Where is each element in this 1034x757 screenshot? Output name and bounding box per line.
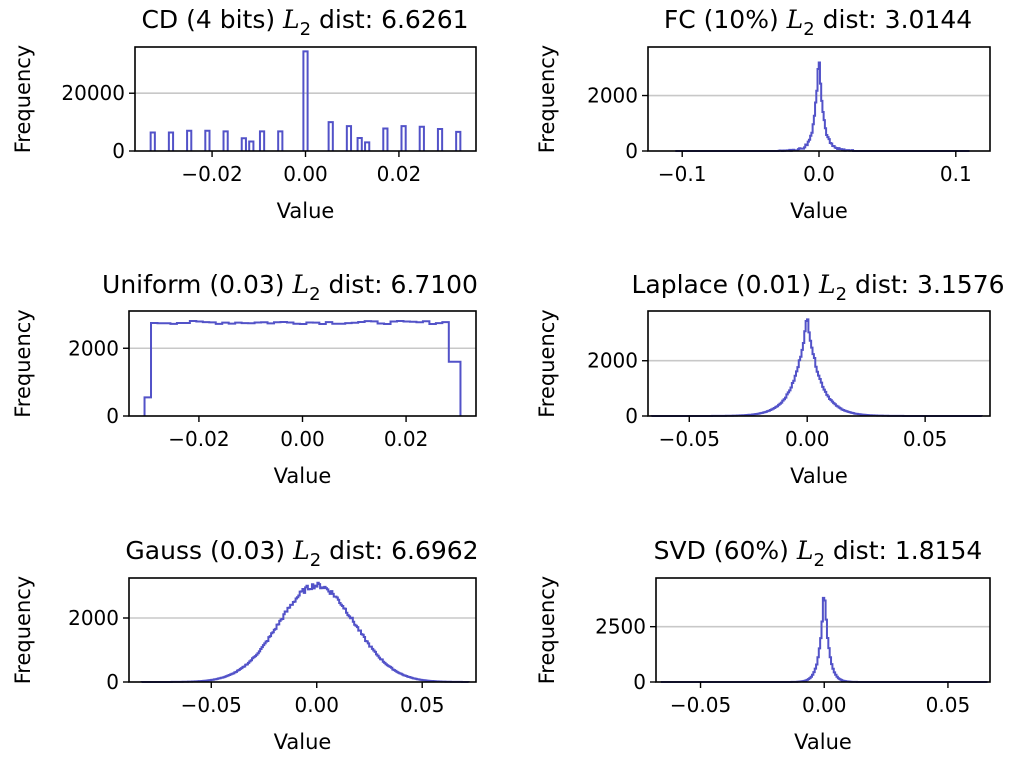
title-math-symbol: L	[796, 536, 814, 565]
title-subscript: 2	[836, 284, 847, 305]
title-subscript: 2	[803, 19, 814, 40]
title-label: Laplace (0.01)	[631, 270, 819, 299]
y-tick-label: 20000	[61, 81, 125, 105]
x-tick-label: −0.02	[181, 162, 242, 186]
title-distance: dist: 6.7100	[321, 270, 478, 299]
title-subscript: 2	[300, 19, 311, 40]
histogram-series	[143, 320, 462, 416]
x-axis-label: Value	[274, 730, 332, 753]
x-axis-label: Value	[274, 464, 332, 488]
x-tick-label: 0.0	[803, 162, 835, 186]
subplot-4: −0.05 0.00 0.05 0 2000 Value Frequency Laplace …	[535, 270, 1005, 488]
title-distance: dist: 6.6261	[311, 5, 468, 34]
x-tick-label: −0.02	[168, 427, 229, 451]
x-tick-label: −0.1	[658, 162, 707, 186]
y-axis-label: Frequency	[11, 309, 35, 418]
x-tick-label: 0.05	[400, 693, 445, 717]
axes-frame	[647, 310, 991, 417]
axes-frame	[128, 310, 477, 417]
subplot-3: −0.02 0.00 0.02 0 2000 Value Frequency Uniform …	[11, 270, 478, 488]
x-tick-label: −0.05	[670, 693, 731, 717]
y-tick-label: 2500	[595, 615, 646, 639]
x-tick-label: 0.00	[280, 427, 325, 451]
subplot-title: FC (10%) L2 dist: 3.0144	[664, 5, 972, 40]
title-math-symbol: L	[292, 536, 310, 565]
histogram-series	[650, 318, 982, 417]
y-tick-label: 0	[633, 670, 646, 694]
subplot-title: CD (4 bits) L2 dist: 6.6261	[141, 5, 468, 40]
subplot-1: −0.02 0.00 0.02 0 20000 Value Frequency CD (4 b…	[11, 5, 477, 223]
x-tick-label: 0.05	[903, 427, 948, 451]
y-tick-label: 2000	[587, 84, 638, 108]
x-tick-label: −0.05	[659, 427, 720, 451]
title-distance: dist: 3.1576	[847, 270, 1004, 299]
x-tick-label: 0.00	[294, 693, 339, 717]
title-math-symbol: L	[786, 5, 804, 34]
x-tick-label: 0.05	[926, 693, 971, 717]
x-tick-label: 0.00	[785, 427, 830, 451]
title-subscript: 2	[309, 284, 320, 305]
title-math-symbol: L	[291, 270, 309, 299]
y-axis-label: Frequency	[535, 309, 559, 418]
histogram-series	[675, 61, 970, 152]
title-distance: dist: 3.0144	[815, 5, 972, 34]
x-tick-label: −0.05	[181, 693, 242, 717]
y-tick-label: 2000	[68, 606, 119, 630]
axes-frame	[655, 577, 991, 683]
subplot-title: Laplace (0.01) L2 dist: 3.1576	[631, 270, 1004, 305]
y-tick-label: 0	[625, 139, 638, 163]
subplot-title: Uniform (0.03) L2 dist: 6.7100	[102, 270, 478, 305]
title-label: SVD (60%)	[654, 536, 797, 565]
title-math-symbol: L	[818, 270, 836, 299]
y-axis-label: Frequency	[535, 45, 559, 154]
title-label: FC (10%)	[664, 5, 787, 34]
histogram-series	[660, 596, 988, 683]
y-tick-label: 0	[625, 404, 638, 428]
y-axis-label: Frequency	[535, 576, 559, 685]
axes-frame	[128, 577, 477, 683]
x-axis-label: Value	[790, 199, 848, 223]
y-axis-label: Frequency	[11, 576, 35, 685]
x-tick-label: 0.02	[377, 162, 422, 186]
y-axis-label: Frequency	[11, 45, 35, 154]
title-label: CD (4 bits)	[141, 5, 283, 34]
y-tick-label: 2000	[587, 349, 638, 373]
x-tick-label: 0.02	[384, 427, 429, 451]
y-tick-label: 0	[112, 139, 125, 163]
subplot-6: −0.05 0.00 0.05 0 2500 Value Frequency SVD (60%…	[535, 536, 991, 754]
subplot-5: −0.05 0.00 0.05 0 2000 Value Frequency Gauss (0…	[11, 536, 479, 754]
title-label: Gauss (0.03)	[125, 536, 293, 565]
title-distance: dist: 1.8154	[825, 536, 982, 565]
subplot-2: −0.1 0.0 0.1 0 2000 Value Frequency FC (10%) L2…	[535, 5, 991, 223]
title-subscript: 2	[813, 550, 824, 571]
y-tick-label: 0	[106, 670, 119, 694]
histogram-series	[149, 50, 462, 151]
title-math-symbol: L	[282, 5, 300, 34]
y-tick-label: 2000	[68, 336, 119, 360]
title-distance: dist: 6.6962	[321, 536, 478, 565]
histogram-series	[140, 581, 470, 683]
x-tick-label: 0.00	[283, 162, 328, 186]
title-label: Uniform (0.03)	[102, 270, 292, 299]
x-tick-label: 0.1	[940, 162, 972, 186]
x-axis-label: Value	[277, 199, 335, 223]
title-subscript: 2	[310, 550, 321, 571]
x-axis-label: Value	[790, 464, 848, 488]
subplot-title: SVD (60%) L2 dist: 1.8154	[654, 536, 983, 571]
subplot-title: Gauss (0.03) L2 dist: 6.6962	[125, 536, 478, 571]
x-axis-label: Value	[794, 730, 852, 753]
x-tick-label: 0.00	[802, 693, 847, 717]
y-tick-label: 0	[106, 404, 119, 428]
